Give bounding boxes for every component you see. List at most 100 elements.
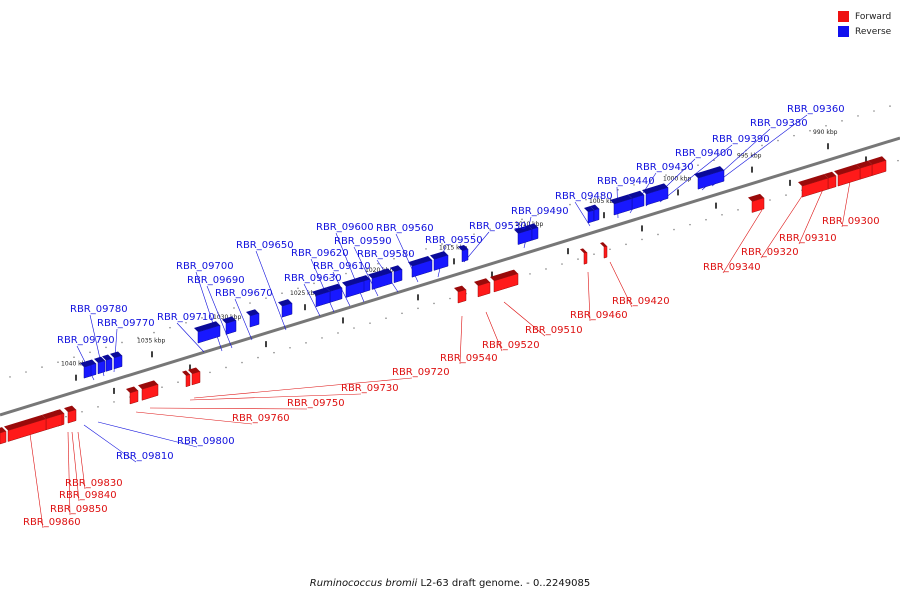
track-dot xyxy=(57,361,59,363)
tick-label: 1015 kbp xyxy=(439,244,467,251)
gene-label-reverse: RBR_09530 xyxy=(469,221,527,232)
track-dot xyxy=(393,257,395,260)
gene-block xyxy=(312,287,331,308)
label-connector xyxy=(659,144,733,203)
gene-top xyxy=(342,276,364,287)
gene-label-forward: RBR_09420 xyxy=(612,296,670,307)
track-dot xyxy=(649,179,651,181)
gene-block xyxy=(408,256,433,278)
gene-top xyxy=(868,156,886,165)
label-connector xyxy=(189,393,362,401)
track-dot xyxy=(593,253,595,255)
gene-top xyxy=(194,321,220,333)
gene-label-reverse: RBR_09650 xyxy=(236,240,294,251)
gene-top xyxy=(514,225,532,234)
gene-block xyxy=(430,251,449,271)
track-dot xyxy=(577,258,579,260)
gene-block xyxy=(458,244,469,263)
track-dot xyxy=(793,134,795,137)
track-dot xyxy=(377,262,379,265)
gene-block xyxy=(4,414,47,442)
label-connector xyxy=(459,315,463,365)
gene-label-reverse: RBR_09610 xyxy=(313,261,371,272)
gene-top xyxy=(528,223,538,230)
track-dot xyxy=(25,371,27,373)
reverse-swatch xyxy=(838,26,849,37)
track-dot xyxy=(681,169,683,171)
tick-label: 1005 kbp xyxy=(589,198,617,205)
gene-face xyxy=(603,245,608,259)
figure-caption: Ruminococcus bromii L2-63 draft genome. … xyxy=(0,578,900,589)
gene-top xyxy=(312,287,330,296)
gene-face xyxy=(457,289,467,304)
gene-face xyxy=(645,187,669,206)
gene-face xyxy=(249,312,260,328)
track-dot xyxy=(201,317,203,319)
gene-label-forward: RBR_09850 xyxy=(50,504,108,515)
gene-block xyxy=(102,354,113,372)
gene-face xyxy=(225,320,237,335)
gene-label-reverse: RBR_09360 xyxy=(787,104,845,115)
label-connector xyxy=(97,421,198,448)
track-dot xyxy=(273,351,275,354)
legend-reverse-label: Reverse xyxy=(855,26,892,37)
gene-top xyxy=(856,160,872,169)
gene-top xyxy=(458,244,468,251)
gene-top xyxy=(80,360,91,368)
gene-top xyxy=(64,405,76,413)
legend-forward: Forward xyxy=(838,9,891,24)
track-dot xyxy=(601,193,603,196)
track-dot xyxy=(561,263,563,265)
label-connector xyxy=(485,311,503,352)
label-connector xyxy=(574,201,591,227)
track-dot xyxy=(417,307,419,310)
label-connector xyxy=(609,261,633,308)
gene-block xyxy=(278,299,293,318)
gene-label-reverse: RBR_09400 xyxy=(675,148,733,159)
gene-label-reverse: RBR_09710 xyxy=(157,312,215,323)
gene-label-reverse: RBR_09440 xyxy=(597,176,655,187)
track-dot xyxy=(825,124,827,127)
track-dot xyxy=(161,386,163,388)
gene-block xyxy=(110,351,123,370)
track-dot xyxy=(97,406,99,408)
track-dot xyxy=(65,415,67,418)
label-connector xyxy=(176,322,205,353)
track-dot xyxy=(489,228,491,230)
label-connector xyxy=(587,271,591,322)
gene-top xyxy=(222,316,236,324)
caption-rest: L2-63 draft genome. - 0..2249085 xyxy=(420,578,591,589)
gene-block xyxy=(694,166,725,190)
track-dot xyxy=(281,292,283,295)
legend-reverse: Reverse xyxy=(838,24,891,39)
track-dot xyxy=(265,297,267,299)
gene-block xyxy=(0,427,7,445)
track-dot xyxy=(721,213,723,216)
gene-top xyxy=(368,268,392,279)
label-connector xyxy=(149,407,308,410)
gene-label-forward: RBR_09830 xyxy=(65,478,123,489)
gene-block xyxy=(138,380,159,401)
track-dot xyxy=(337,332,339,334)
track-dot xyxy=(449,297,451,300)
gene-block xyxy=(182,370,191,388)
gene-top xyxy=(246,309,259,317)
gene-top xyxy=(454,285,466,293)
tick-label: 1020 kbp xyxy=(365,267,393,274)
track-dot xyxy=(657,233,659,236)
track-dot xyxy=(625,243,627,246)
gene-top xyxy=(138,380,158,390)
track-dot xyxy=(777,139,779,142)
gene-face xyxy=(197,324,221,344)
gene-top xyxy=(278,299,292,307)
track-dot xyxy=(233,307,235,309)
gene-face xyxy=(97,360,106,375)
gene-label-forward: RBR_09320 xyxy=(741,247,799,258)
gene-top xyxy=(188,367,200,374)
gene-label-forward: RBR_09750 xyxy=(287,398,345,409)
gene-top xyxy=(824,171,836,179)
gene-label-reverse: RBR_09700 xyxy=(176,261,234,272)
gene-top xyxy=(86,359,96,366)
gene-label-reverse: RBR_09800 xyxy=(177,436,235,447)
gene-label-reverse: RBR_09670 xyxy=(215,288,273,299)
